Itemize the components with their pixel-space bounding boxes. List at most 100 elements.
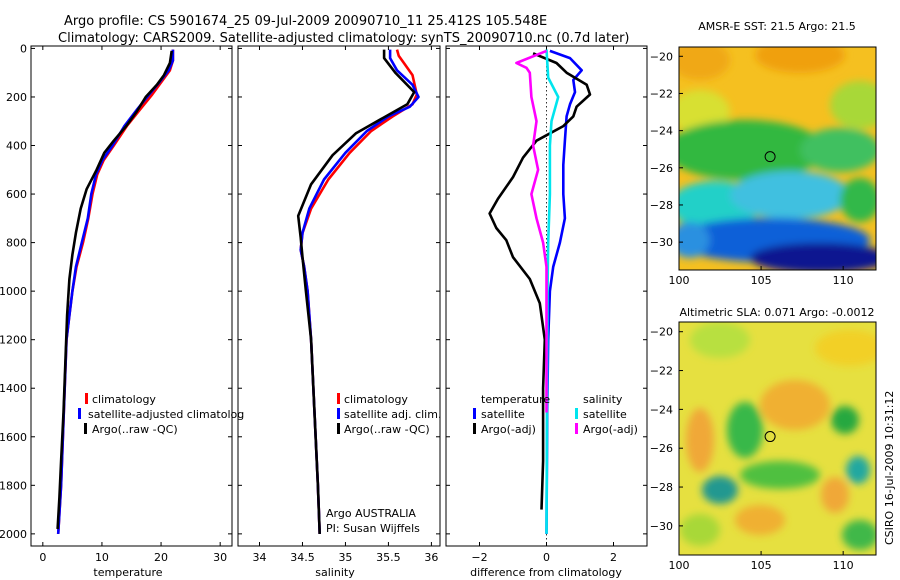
x-tick-label: 0 [543,551,550,564]
csiro-timestamp: CSIRO 16-Jul-2009 10:31:12 [883,391,896,545]
difference-legend: temperature salinity satellite Argo(-adj… [473,393,638,436]
legend-label: satellite [481,408,525,421]
x-tick-label: 10 [95,551,109,564]
y-tick-label: 0 [20,42,27,55]
y-tick-label: 200 [6,91,27,104]
sla-map-ticks: 100 105 110 −20 −22 −24 −26 −28 −30 [650,326,854,572]
sla-heatmap [679,322,876,555]
series-line-cyan [545,49,560,534]
x-tick-label: 100 [669,274,690,287]
legend-swatch-black [473,423,476,434]
y-tick-label: 600 [6,188,27,201]
y-tick-label: 1200 [0,334,27,347]
y-tick-label: −28 [650,199,673,212]
y-tick-label: −28 [650,481,673,494]
legend-swatch-blue [473,408,476,419]
figure-title-line1: Argo profile: CS 5901674_25 09-Jul-2009 … [64,14,547,29]
x-tick-label: 20 [154,551,168,564]
legend-label: satellite adj. clim. [344,408,441,421]
series-line-black [488,52,592,510]
x-tick-label: 35.5 [376,551,401,564]
x-tick-label: 110 [833,274,854,287]
series-line-black [56,50,173,530]
y-tick-label: −30 [650,520,673,533]
temperature-axes [30,45,233,547]
series-line-blue [545,49,583,534]
difference-xlabel: difference from climatology [470,566,622,579]
legend-label: Argo(..raw -QC) [344,423,430,436]
series-line-blue [299,49,420,534]
legend-swatch-black [337,423,340,434]
y-tick-label: −22 [650,87,673,100]
sst-argo-location-marker [764,151,776,163]
y-tick-label: −20 [650,326,673,339]
series-line-blue [56,49,175,534]
salinity-ticks: 34 34.5 35 35.5 36 [238,46,440,564]
y-tick-label: −24 [650,403,673,416]
x-tick-label: 100 [669,559,690,572]
x-tick-label: 34.5 [290,551,315,564]
x-tick-label: 105 [751,559,772,572]
legend-swatch-red [337,393,340,404]
x-tick-label: 30 [213,551,227,564]
y-tick-label: −22 [650,365,673,378]
legend-label: satellite [583,408,627,421]
y-tick-label: −26 [650,162,673,175]
sst-map-title: AMSR-E SST: 21.5 Argo: 21.5 [698,20,856,33]
legend-swatch-magenta [575,423,578,434]
sst-map-frame [678,46,877,271]
legend-label: climatology [92,393,156,406]
legend-label: Argo(-adj) [583,423,638,436]
sst-heatmap [679,47,876,270]
temperature-series [56,49,175,534]
y-tick-label: −24 [650,125,673,138]
sla-argo-location-marker [764,431,776,443]
legend-swatch-red [85,393,88,404]
legend-swatch-black [84,423,87,434]
legend-label: climatology [344,393,408,406]
legend-label: Argo(-adj) [481,423,536,436]
y-tick-label: −30 [650,236,673,249]
series-line-red [299,49,419,534]
y-tick-label: −20 [650,50,673,63]
x-tick-label: 36 [424,551,438,564]
legend-swatch-blue [78,408,81,419]
y-tick-label: −26 [650,442,673,455]
legend-label: satellite-adjusted climatolog [88,408,244,421]
salinity-axes [237,45,441,547]
y-tick-label: 1400 [0,382,27,395]
temperature-legend: climatology satellite-adjusted climatolo… [78,393,244,436]
x-tick-label: 110 [833,559,854,572]
sla-map-frame [678,321,877,556]
salinity-series [296,49,420,534]
y-tick-label: 400 [6,140,27,153]
temperature-xlabel: temperature [93,566,162,579]
salinity-legend: climatology satellite adj. clim. Argo(..… [337,393,441,436]
legend-swatch-cyan [575,408,578,419]
temperature-ticks: 0 10 20 30 0 200 400 600 800 1000 1200 1400 1600 1800… [0,42,232,564]
sst-map-ticks: 100 105 110 −20 −22 −24 −26 −28 −30 [650,50,854,287]
series-line-magenta [515,49,548,413]
legend-swatch-blue [337,408,340,419]
y-tick-label: 1800 [0,479,27,492]
y-tick-label: 800 [6,237,27,250]
legend-salinity-header: salinity [583,393,623,406]
x-tick-label: 0 [39,551,46,564]
sla-map-title: Altimetric SLA: 0.071 Argo: -0.0012 [680,306,875,319]
x-tick-label: 2 [610,551,617,564]
x-tick-label: −2 [471,551,487,564]
y-tick-label: 2000 [0,528,27,541]
difference-ticks: −2 0 2 [446,46,647,564]
argo-program-label: Argo AUSTRALIA [326,507,416,520]
legend-temperature-header: temperature [481,393,550,406]
principal-investigator-label: PI: Susan Wijffels [326,522,420,535]
figure-title-line2: Climatology: CARS2009. Satellite-adjuste… [58,31,630,46]
legend-label: Argo(..raw -QC) [92,423,178,436]
series-line-black [296,49,416,534]
y-tick-label: 1000 [0,285,27,298]
x-tick-label: 105 [751,274,772,287]
y-tick-label: 1600 [0,431,27,444]
x-tick-label: 35 [338,551,352,564]
x-tick-label: 34 [252,551,266,564]
